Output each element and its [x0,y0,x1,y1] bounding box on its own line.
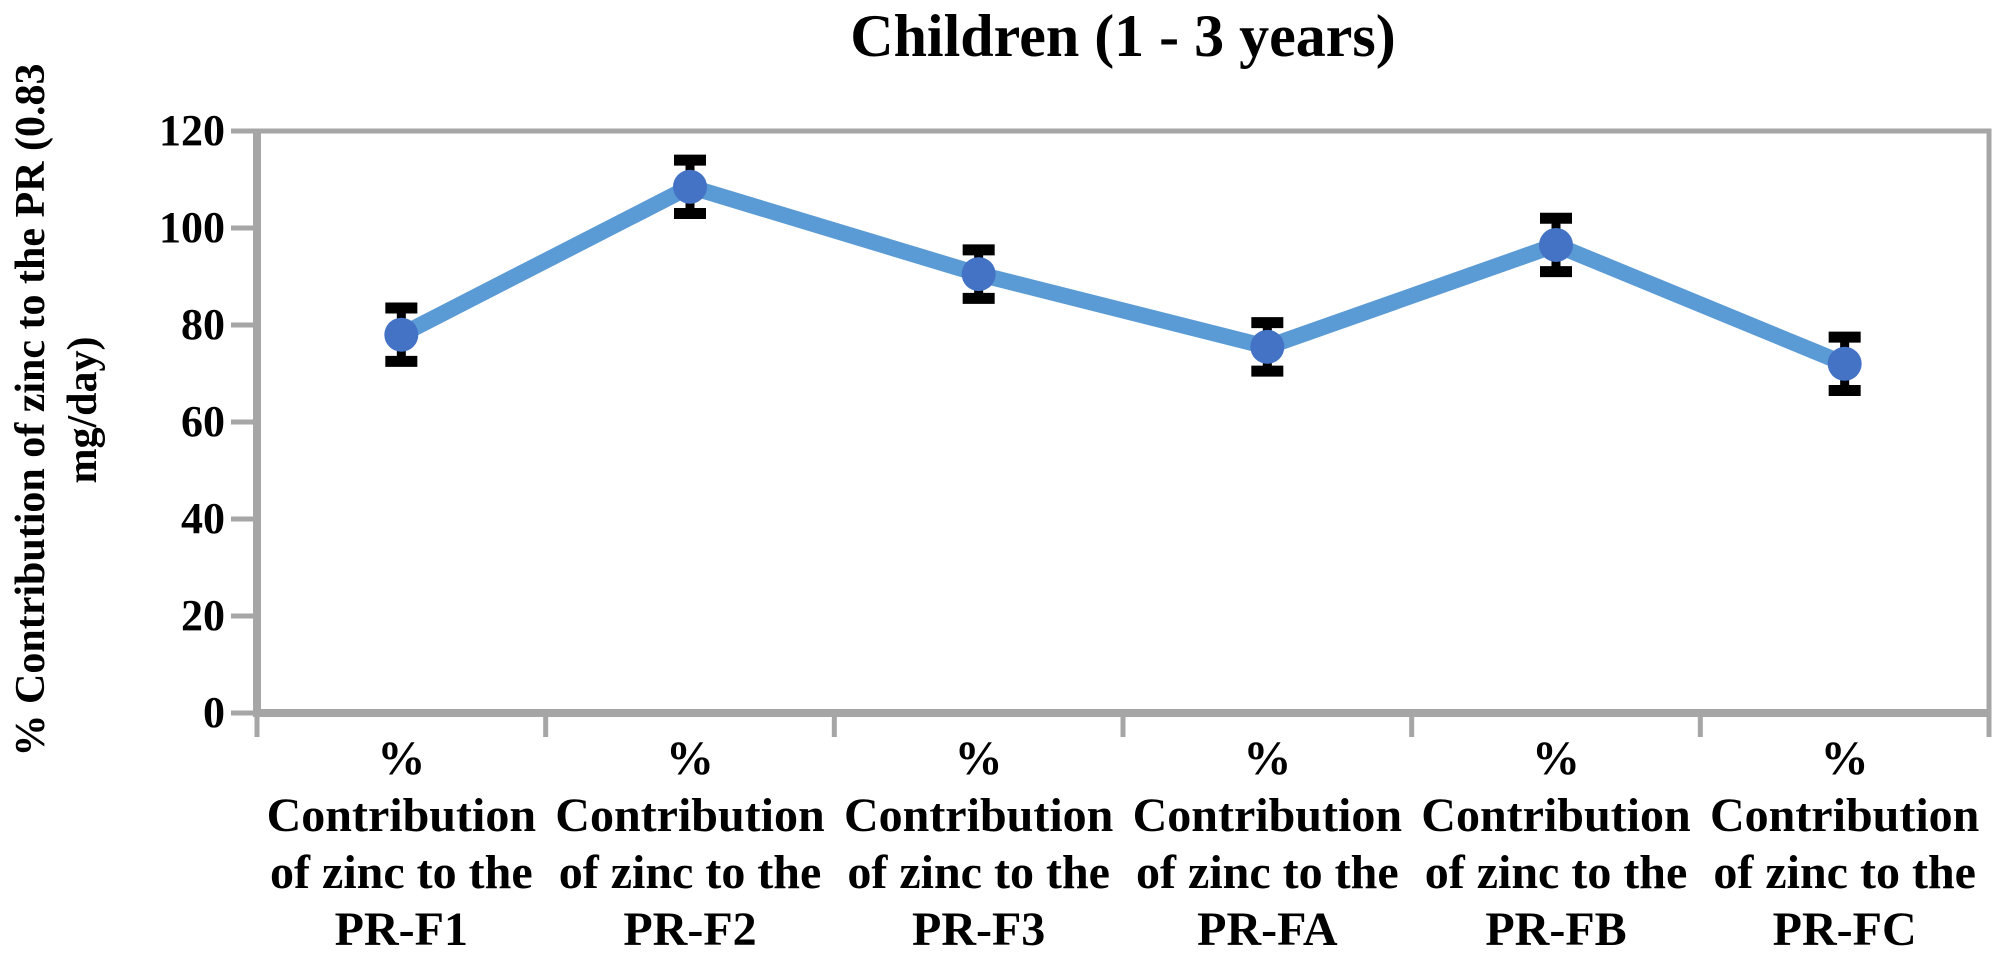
y-tick-label: 80 [181,300,225,349]
data-point-marker [1827,346,1862,381]
y-tick-label: 40 [181,494,225,543]
x-category-label: % Contribution of zinc to the PR-FB [1421,732,1691,956]
data-point-marker [1539,227,1573,262]
x-category-label: % Contribution of zinc to the PR-FA [1132,732,1403,956]
x-category-label: % Contribution of zinc to the PR-FC [1709,732,1980,956]
data-point-marker [1250,329,1285,364]
y-tick-label: 20 [181,591,225,640]
x-category-label: % Contribution of zinc to the PR-F3 [843,732,1114,956]
series-line [393,178,1853,372]
plot-border [254,128,1992,716]
y-tick-label: 120 [159,106,225,155]
data-point-marker [673,169,707,204]
data-point-marker [384,317,419,352]
y-tick-label: 60 [181,397,225,446]
x-category-label: % Contribution of zinc to the PR-F2 [555,732,825,956]
data-point-marker [961,257,996,292]
y-tick-label: 0 [203,688,225,737]
x-category-label: % Contribution of zinc to the PR-F1 [266,732,537,956]
y-tick-label: 100 [159,203,225,252]
chart-title: Children (1 - 3 years) [850,3,1396,69]
